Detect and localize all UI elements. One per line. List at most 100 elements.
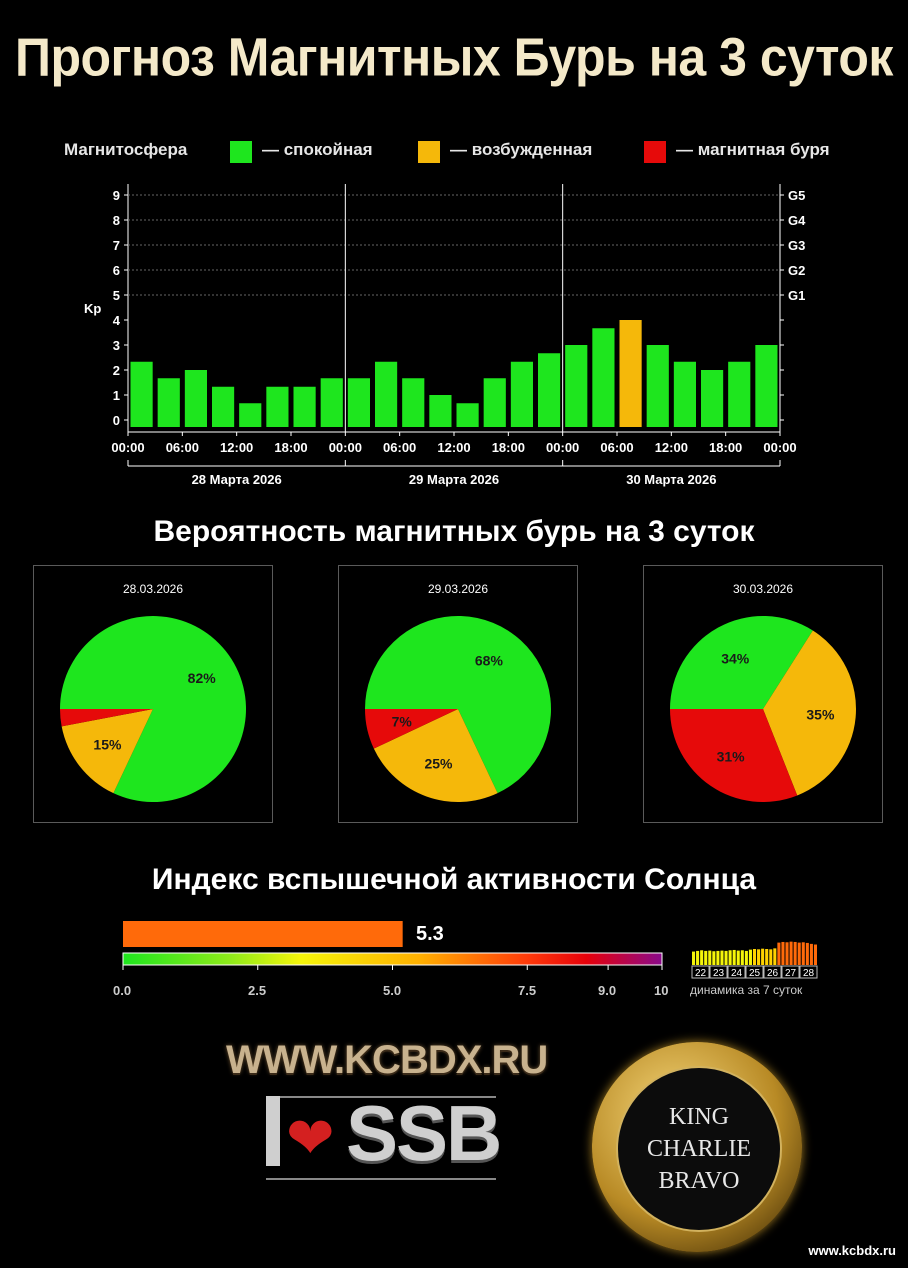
dynamics-bar [716,950,720,965]
y-tick-label: 1 [113,388,120,403]
dynamics-bar [809,943,813,965]
scale-tick: 5.0 [383,983,402,998]
king-charlie-bravo-seal: KING CHARLIE BRAVO [592,1042,802,1252]
dynamics-day-label: 26 [767,968,779,979]
x-tick-label: 00:00 [763,440,796,455]
kp-bar [728,361,751,427]
pie-date-day2: 29.03.2026 [427,582,489,596]
kp-bar [239,403,262,427]
kp-bar [483,378,506,427]
kp-bar [130,361,153,427]
dynamics-bar [785,942,789,965]
dynamics-bar [720,950,724,965]
ssb-i-letter [266,1096,280,1166]
kp-bar [402,378,425,427]
dynamics-day-label: 24 [731,968,743,979]
dynamics-bar [744,950,748,965]
kp-bar [619,320,642,427]
date-label: 29 Марта 2026 [409,472,499,487]
dynamics-bar [732,949,736,965]
flare-gradient-scale [122,952,663,966]
kp-bar [212,386,235,427]
y-tick-label: 8 [113,213,120,228]
pie-slice-quiet [60,616,247,802]
y-tick-label: 3 [113,338,120,353]
g-scale-label: G1 [788,288,805,303]
x-tick-label: 18:00 [709,440,742,455]
dynamics-bar [736,950,740,965]
dynamics-day-label: 23 [713,968,725,979]
dynamics-bar [761,948,765,965]
dynamics-bar [777,942,781,965]
x-tick-label: 18:00 [274,440,307,455]
kp-bar [565,345,588,427]
kp-bar-chart: 0 1 2 3 4 5 6 7 8 9 G1 G2 G3 G4 G5 Kp 00:00 06:00 12:00 18:… [84,184,806,487]
date-label: 30 Марта 2026 [626,472,716,487]
dynamics-label: динамика за 7 суток [690,983,803,997]
y-tick-label: 6 [113,263,120,278]
kp-bar [673,361,696,427]
kp-bar [320,378,343,427]
legend-item-quiet: — спокойная [262,140,373,159]
y-tick-label: 5 [113,288,120,303]
dynamics-bar [712,951,716,965]
pie-chart-day3: 34% 35% 31% [670,616,856,802]
x-tick-label: 12:00 [437,440,470,455]
dynamics-bar [724,950,728,965]
dynamics-day-label: 25 [749,968,761,979]
seal-line: BRAVO [658,1168,740,1194]
kp-bar [266,386,289,427]
pie-date-day3: 30.03.2026 [732,582,794,596]
dynamics-bar [805,942,809,965]
dynamics-bar [813,944,817,965]
dynamics-bar [801,942,805,965]
flare-value-bar [123,921,403,947]
x-tick-label: 06:00 [600,440,633,455]
seal-line: KING [669,1104,729,1130]
page-title: Прогноз Магнитных Бурь на 3 суток [15,26,893,88]
x-tick-label: 00:00 [546,440,579,455]
x-tick-label: 12:00 [655,440,688,455]
legend-swatch-quiet [230,141,252,163]
legend-item-storm: — магнитная буря [676,140,830,159]
pie-slice-storm [670,709,798,802]
seal-line: CHARLIE [647,1136,751,1162]
y-tick-label: 4 [113,313,121,328]
g-scale-label: G4 [788,213,806,228]
dynamics-bar [752,949,757,965]
divider [266,1178,496,1180]
g-scale-label: G3 [788,238,805,253]
scale-tick: 2.5 [248,983,267,998]
kp-bar [157,378,180,427]
kp-bar [456,403,479,427]
pie-chart-day1: 82% 15% [60,616,247,802]
x-tick-label: 12:00 [220,440,253,455]
dynamics-day-label: 27 [785,968,797,979]
dynamics-day-label: 22 [695,968,707,979]
pie-slice-label: 68% [475,652,504,668]
kp-bar [755,345,778,427]
footer-url: www.kcbdx.ru [808,1243,896,1258]
flare-value: 5.3 [416,923,444,945]
dynamics-bar [700,950,704,965]
g-scale-label: G2 [788,263,805,278]
dynamics-bar [696,950,700,965]
dynamics-bar [769,949,773,965]
pie-slice-active [61,709,153,794]
dynamics-bar [728,950,732,965]
pie-date-day1: 28.03.2026 [122,582,184,596]
pie-slice-label: 35% [806,706,835,722]
kp-bar [375,361,398,427]
dynamics-bar [708,950,712,965]
pie-box-day1: 28.03.2026 82% 15% [33,565,273,823]
y-tick-label: 2 [113,363,120,378]
y-axis-label: Kp [84,301,101,316]
dynamics-day-cell [763,965,782,979]
pie-box-day3: 30.03.2026 34% 35% 31% [643,565,883,823]
kp-bar [347,378,370,427]
dynamics-bar [692,951,696,965]
pie-chart-day2: 68% 25% 7% [365,616,551,802]
y-tick-label: 0 [113,413,120,428]
flare-title: Индекс вспышечной активности Солнца [151,863,757,896]
dynamics-bar [773,948,777,965]
